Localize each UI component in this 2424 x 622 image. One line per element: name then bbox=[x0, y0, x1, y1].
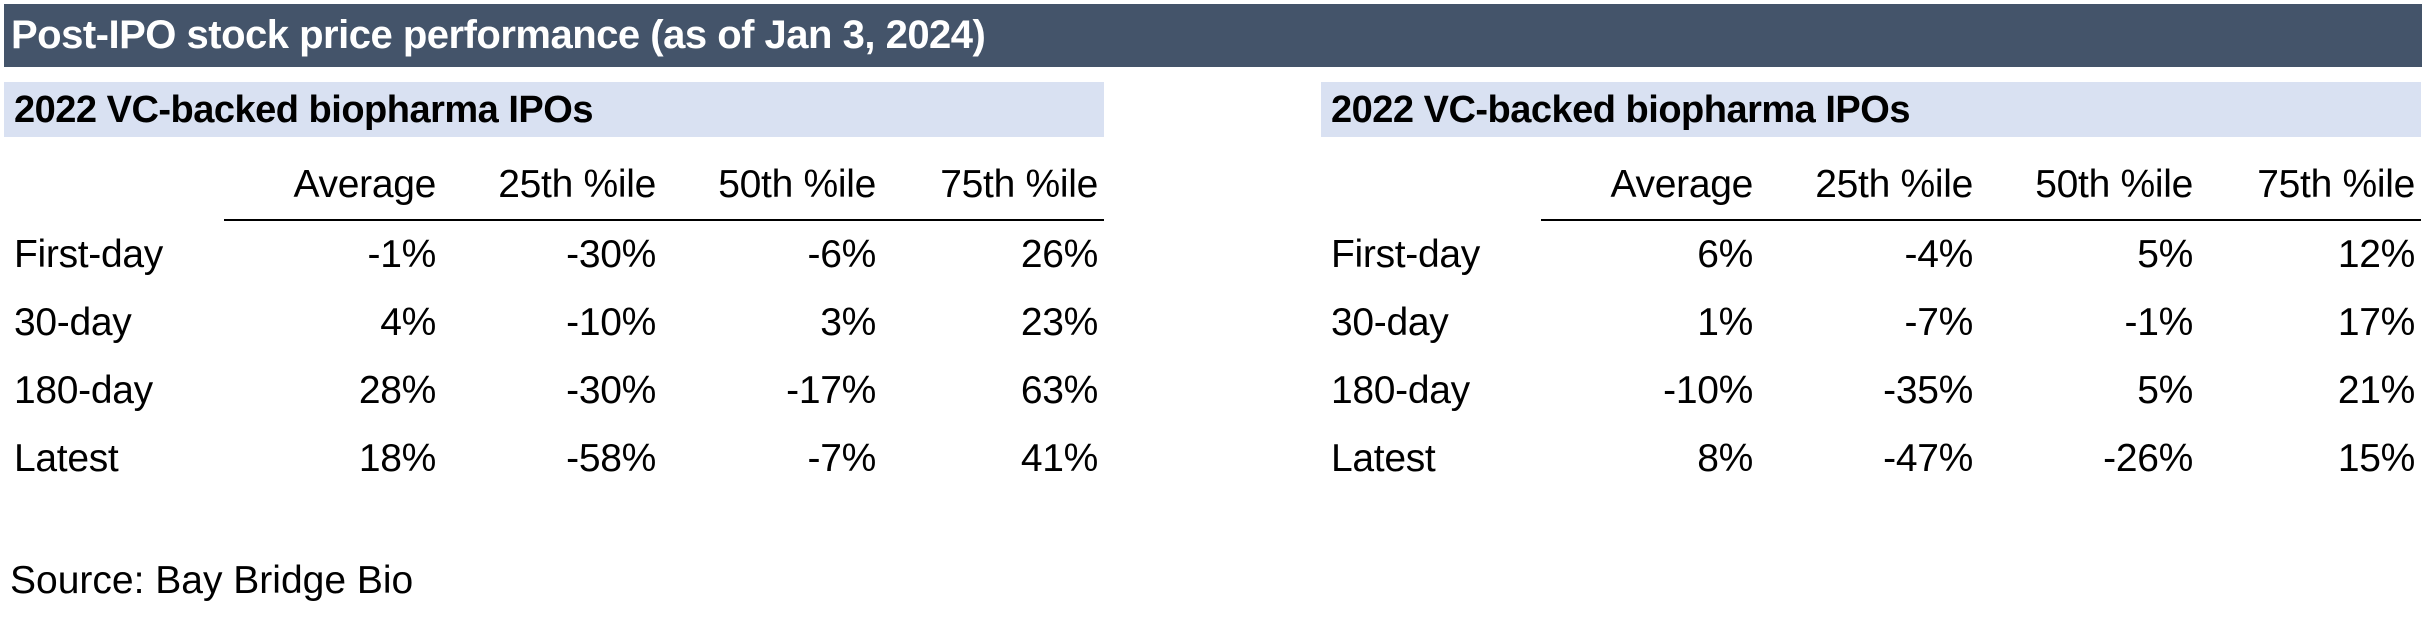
table-cell: 17% bbox=[2337, 301, 2415, 344]
table-cell: -35% bbox=[1883, 369, 1973, 412]
source-note: Source: Bay Bridge Bio bbox=[10, 559, 414, 602]
column-header-25th: 25th %ile bbox=[1759, 147, 1979, 221]
row-label: Latest bbox=[1331, 437, 1436, 480]
table-row: Latest 18% -58% -7% 41% bbox=[4, 425, 1104, 493]
table-cell: -17% bbox=[786, 369, 876, 412]
column-header-75th: 75th %ile bbox=[882, 147, 1104, 221]
table-cell: 5% bbox=[2137, 369, 2193, 412]
table-cell: -1% bbox=[2124, 301, 2194, 344]
table-row: 30-day 4% -10% 3% 23% bbox=[4, 289, 1104, 357]
page-title: Post-IPO stock price performance (as of … bbox=[11, 13, 986, 57]
table-cell: 41% bbox=[1020, 437, 1098, 480]
panel-header: 2022 VC-backed biopharma IPOs bbox=[1321, 82, 2421, 137]
panel-header-label: 2022 VC-backed biopharma IPOs bbox=[1331, 89, 1910, 131]
table-cell: -6% bbox=[807, 233, 877, 276]
row-label: 180-day bbox=[14, 369, 153, 412]
column-header-50th: 50th %ile bbox=[662, 147, 882, 221]
table-row: 30-day 1% -7% -1% 17% bbox=[1321, 289, 2421, 357]
table-cell: -1% bbox=[367, 233, 437, 276]
row-label: 30-day bbox=[14, 301, 132, 344]
table-cell: 26% bbox=[1020, 233, 1098, 276]
table-cell: 5% bbox=[2137, 233, 2193, 276]
table-cell: -7% bbox=[807, 437, 877, 480]
table-corner bbox=[4, 147, 224, 220]
table-row: Latest 8% -47% -26% 15% bbox=[1321, 425, 2421, 493]
table-cell: 28% bbox=[358, 369, 436, 412]
table-cell: 4% bbox=[380, 301, 436, 344]
row-label: Latest bbox=[14, 437, 119, 480]
table-cell: -26% bbox=[2103, 437, 2193, 480]
row-label: 30-day bbox=[1331, 301, 1449, 344]
table-row: 180-day -10% -35% 5% 21% bbox=[1321, 357, 2421, 425]
table-cell: -58% bbox=[566, 437, 656, 480]
performance-table: Average 25th %ile 50th %ile 75th %ile Fi… bbox=[1321, 147, 2421, 493]
table-cell: 21% bbox=[2337, 369, 2415, 412]
table-header-row: Average 25th %ile 50th %ile 75th %ile bbox=[4, 147, 1104, 221]
table-cell: 6% bbox=[1697, 233, 1753, 276]
table-cell: -30% bbox=[566, 233, 656, 276]
table-cell: 1% bbox=[1697, 301, 1753, 344]
table-cell: 15% bbox=[2337, 437, 2415, 480]
column-header-average: Average bbox=[224, 147, 442, 221]
table-cell: -47% bbox=[1883, 437, 1973, 480]
table-row: First-day -1% -30% -6% 26% bbox=[4, 220, 1104, 289]
row-label: First-day bbox=[1331, 232, 1480, 276]
row-label: First-day bbox=[14, 232, 163, 276]
panel-header-label: 2022 VC-backed biopharma IPOs bbox=[14, 89, 593, 131]
table-cell: -4% bbox=[1904, 233, 1974, 276]
title-bar: Post-IPO stock price performance (as of … bbox=[4, 4, 2422, 67]
table-cell: 3% bbox=[820, 301, 876, 344]
table-row: 180-day 28% -30% -17% 63% bbox=[4, 357, 1104, 425]
panel-header: 2022 VC-backed biopharma IPOs bbox=[4, 82, 1104, 137]
table-cell: -10% bbox=[1663, 369, 1753, 412]
column-header-75th: 75th %ile bbox=[2199, 147, 2421, 221]
table-corner bbox=[1321, 147, 1541, 220]
performance-table: Average 25th %ile 50th %ile 75th %ile Fi… bbox=[4, 147, 1104, 493]
column-header-25th: 25th %ile bbox=[442, 147, 662, 221]
table-header-row: Average 25th %ile 50th %ile 75th %ile bbox=[1321, 147, 2421, 221]
table-cell: -30% bbox=[566, 369, 656, 412]
table-cell: 23% bbox=[1020, 301, 1098, 344]
table-cell: 18% bbox=[358, 437, 436, 480]
table-cell: 63% bbox=[1020, 369, 1098, 412]
table-cell: -7% bbox=[1904, 301, 1974, 344]
table-cell: 8% bbox=[1697, 437, 1753, 480]
column-header-50th: 50th %ile bbox=[1979, 147, 2199, 221]
table-cell: -10% bbox=[566, 301, 656, 344]
column-header-average: Average bbox=[1541, 147, 1759, 221]
row-label: 180-day bbox=[1331, 369, 1470, 412]
table-cell: 12% bbox=[2337, 233, 2415, 276]
table-row: First-day 6% -4% 5% 12% bbox=[1321, 220, 2421, 289]
